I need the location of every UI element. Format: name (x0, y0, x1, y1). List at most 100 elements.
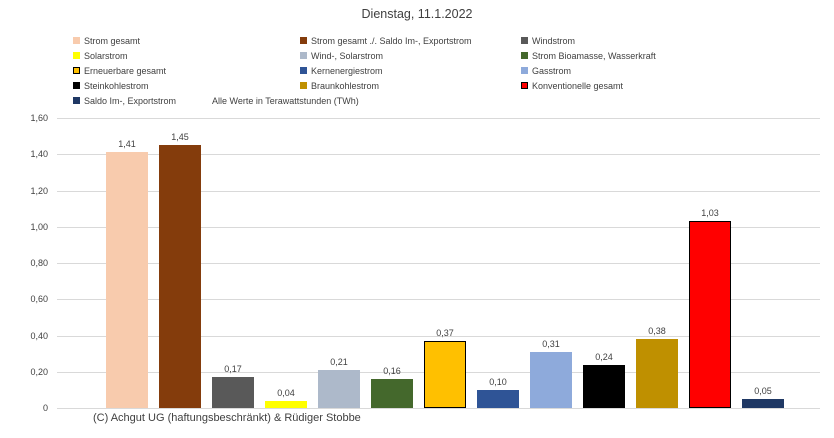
bar-group: 0,37 (424, 118, 466, 408)
bar (159, 145, 201, 408)
bar (371, 379, 413, 408)
legend-item: Kernenergiestrom (300, 66, 521, 76)
legend-swatch-icon (73, 37, 80, 44)
legend-row: Strom gesamt Strom gesamt ./. Saldo Im-, … (73, 33, 828, 48)
gridline (57, 154, 820, 156)
bar-group: 1,45 (159, 118, 201, 408)
bar-group: 0,31 (530, 118, 572, 408)
legend-item-label: Strom Bioamasse, Wasserkraft (532, 50, 656, 61)
legend-item: Steinkohlestrom (73, 81, 300, 91)
legend-swatch-icon (300, 52, 307, 59)
bar-group: 1,41 (106, 118, 148, 408)
bar-group: 0,24 (583, 118, 625, 408)
legend-swatch-icon (521, 52, 528, 59)
legend-item: Strom gesamt ./. Saldo Im-, Exportstrom (300, 36, 521, 46)
bar (742, 398, 784, 408)
legend-item: Strom Bioamasse, Wasserkraft (521, 51, 828, 61)
bar-value-label: 1,41 (118, 139, 136, 150)
legend-item-label: Strom gesamt ./. Saldo Im-, Exportstrom (311, 35, 472, 46)
legend-item: Strom gesamt (73, 36, 300, 46)
bar-group: 0,16 (371, 118, 413, 408)
plot-area: 1,41 1,45 0,17 0,04 0,21 0,16 0,37 0,10 0,31 0,24… (57, 118, 820, 409)
bar-value-label: 1,45 (171, 132, 189, 143)
bar-group: 0,10 (477, 118, 519, 408)
legend-swatch-icon (521, 37, 528, 44)
legend-swatch-icon (300, 67, 307, 74)
legend-item: Windstrom (521, 36, 828, 46)
bar-value-label: 0,16 (383, 366, 401, 376)
gridline (57, 118, 820, 119)
gridline (57, 226, 820, 228)
legend-item-label: Wind-, Solarstrom (311, 50, 384, 61)
legend-item: Erneuerbare gesamt (73, 66, 300, 76)
legend-swatch-icon (300, 82, 307, 89)
bar-value-label: 0,17 (224, 364, 242, 375)
bar-group: 0,38 (636, 118, 678, 408)
legend-item-label: Saldo Im-, Exportstrom (84, 95, 177, 106)
bar (212, 377, 254, 408)
chart-title: Dienstag, 11.1.2022 (361, 7, 473, 21)
y-axis-tick-label: 0 (42, 403, 48, 413)
bar-value-label: 1,03 (701, 208, 719, 219)
bar-group: 0,04 (265, 118, 307, 408)
legend-item-label: Erneuerbare gesamt (84, 65, 167, 76)
bar (636, 339, 678, 408)
legend-item-label: Windstrom (532, 35, 576, 46)
gridline (57, 408, 820, 409)
y-axis-tick-label: 0,80 (30, 258, 48, 268)
y-axis-tick-label: 1,40 (30, 149, 48, 160)
bar-value-label: 0,05 (754, 385, 772, 396)
legend-item: Solarstrom (73, 51, 300, 61)
legend-item-label: Kernenergiestrom (311, 65, 383, 76)
legend-item-label: Konventionelle gesamt (532, 80, 624, 91)
legend-row: Erneuerbare gesamt Kernenergiestrom Gasstr… (73, 63, 828, 78)
legend-item-label: Gasstrom (532, 65, 572, 76)
unit-note: Alle Werte in Terawattstunden (TWh) (212, 95, 359, 106)
y-axis-tick-label: 0,60 (30, 294, 48, 305)
bar (530, 351, 572, 408)
gridline (57, 299, 820, 301)
y-axis-tick-label: 1,60 (30, 113, 48, 123)
legend-item-label: Steinkohlestrom (84, 80, 149, 91)
legend-swatch-icon (73, 97, 80, 104)
bar (106, 152, 148, 408)
legend-swatch-icon (521, 67, 528, 74)
legend-item: Konventionelle gesamt (521, 81, 828, 91)
bar (318, 369, 360, 408)
gridline (57, 263, 820, 264)
legend-item: Braunkohlestrom (300, 81, 521, 91)
bar (265, 400, 307, 408)
bar-group: 0,21 (318, 118, 360, 408)
bar-value-label: 0,10 (489, 376, 507, 387)
legend-swatch-icon (521, 82, 528, 89)
bar-value-label: 0,31 (542, 338, 560, 349)
legend-item-label: Strom gesamt (84, 35, 141, 46)
gridline (57, 190, 820, 192)
bar-value-label: 0,38 (648, 326, 666, 337)
bar-group: 1,03 (689, 118, 731, 408)
y-axis-tick-label: 0,20 (30, 366, 48, 377)
bar (477, 389, 519, 408)
bar (583, 364, 625, 408)
legend-row: Solarstrom Wind-, Solarstrom Strom Bioamas… (73, 48, 828, 63)
legend-item: Gasstrom (521, 66, 828, 76)
bar-value-label: 0,37 (436, 327, 454, 338)
legend-swatch-icon (300, 37, 307, 44)
y-axis-tick-label: 1,00 (30, 221, 48, 232)
gridline (57, 335, 820, 337)
legend-item-label: Solarstrom (84, 50, 128, 61)
bar-group: 0,05 (742, 118, 784, 408)
legend-swatch-icon (73, 82, 80, 89)
legend-swatch-icon (73, 52, 80, 59)
bar-value-label: 0,24 (595, 351, 613, 362)
legend-item: Saldo Im-, Exportstrom (73, 96, 212, 106)
legend-row: Saldo Im-, Exportstrom Alle Werte in Tera… (73, 93, 828, 108)
legend-item: Wind-, Solarstrom (300, 51, 521, 61)
legend: Strom gesamt Strom gesamt ./. Saldo Im-, … (73, 33, 828, 108)
bars: 1,41 1,45 0,17 0,04 0,21 0,16 0,37 0,10 0,31 0,24… (106, 118, 784, 408)
footer-credit: (C) Achgut UG (haftungsbeschränkt) & Rüd… (93, 412, 361, 424)
legend-item-label: Braunkohlestrom (311, 80, 380, 91)
y-axis-tick-label: 1,20 (30, 185, 48, 196)
legend-swatch-icon (73, 67, 80, 74)
